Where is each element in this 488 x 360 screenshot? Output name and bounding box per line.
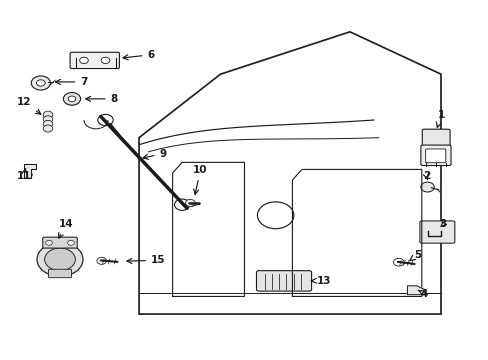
Circle shape — [80, 57, 88, 64]
FancyBboxPatch shape — [48, 269, 71, 278]
FancyBboxPatch shape — [422, 129, 449, 148]
Circle shape — [393, 258, 403, 266]
Circle shape — [43, 125, 53, 132]
Text: 3: 3 — [439, 219, 446, 229]
Circle shape — [411, 288, 418, 293]
Text: 12: 12 — [17, 98, 41, 114]
Circle shape — [37, 242, 83, 276]
Circle shape — [101, 57, 110, 64]
Text: 5: 5 — [408, 250, 421, 261]
Text: 2: 2 — [422, 171, 429, 181]
Circle shape — [67, 240, 74, 245]
FancyBboxPatch shape — [256, 271, 311, 291]
FancyBboxPatch shape — [70, 52, 119, 68]
Text: 6: 6 — [123, 50, 154, 60]
Circle shape — [43, 120, 53, 127]
Text: 10: 10 — [193, 165, 207, 194]
Text: 9: 9 — [143, 149, 166, 159]
Circle shape — [27, 172, 33, 177]
Circle shape — [185, 199, 195, 207]
Circle shape — [174, 199, 189, 210]
Text: 1: 1 — [435, 110, 444, 127]
Polygon shape — [407, 286, 424, 294]
Circle shape — [43, 116, 53, 123]
Circle shape — [97, 257, 106, 264]
Circle shape — [31, 76, 50, 90]
Text: 13: 13 — [311, 275, 331, 285]
Text: 7: 7 — [55, 77, 87, 87]
Circle shape — [98, 114, 113, 126]
Text: 15: 15 — [126, 256, 165, 265]
FancyBboxPatch shape — [42, 237, 77, 248]
Circle shape — [420, 182, 433, 192]
Circle shape — [43, 111, 53, 118]
Circle shape — [63, 93, 81, 105]
FancyBboxPatch shape — [419, 221, 454, 243]
Text: 8: 8 — [85, 94, 118, 104]
Text: 4: 4 — [417, 289, 427, 298]
Circle shape — [37, 80, 45, 86]
Polygon shape — [24, 164, 36, 178]
FancyBboxPatch shape — [420, 145, 450, 166]
Text: 11: 11 — [17, 168, 31, 181]
Text: 14: 14 — [59, 219, 73, 238]
FancyBboxPatch shape — [425, 149, 445, 163]
Circle shape — [45, 240, 52, 245]
Circle shape — [68, 96, 76, 102]
Circle shape — [44, 248, 75, 271]
